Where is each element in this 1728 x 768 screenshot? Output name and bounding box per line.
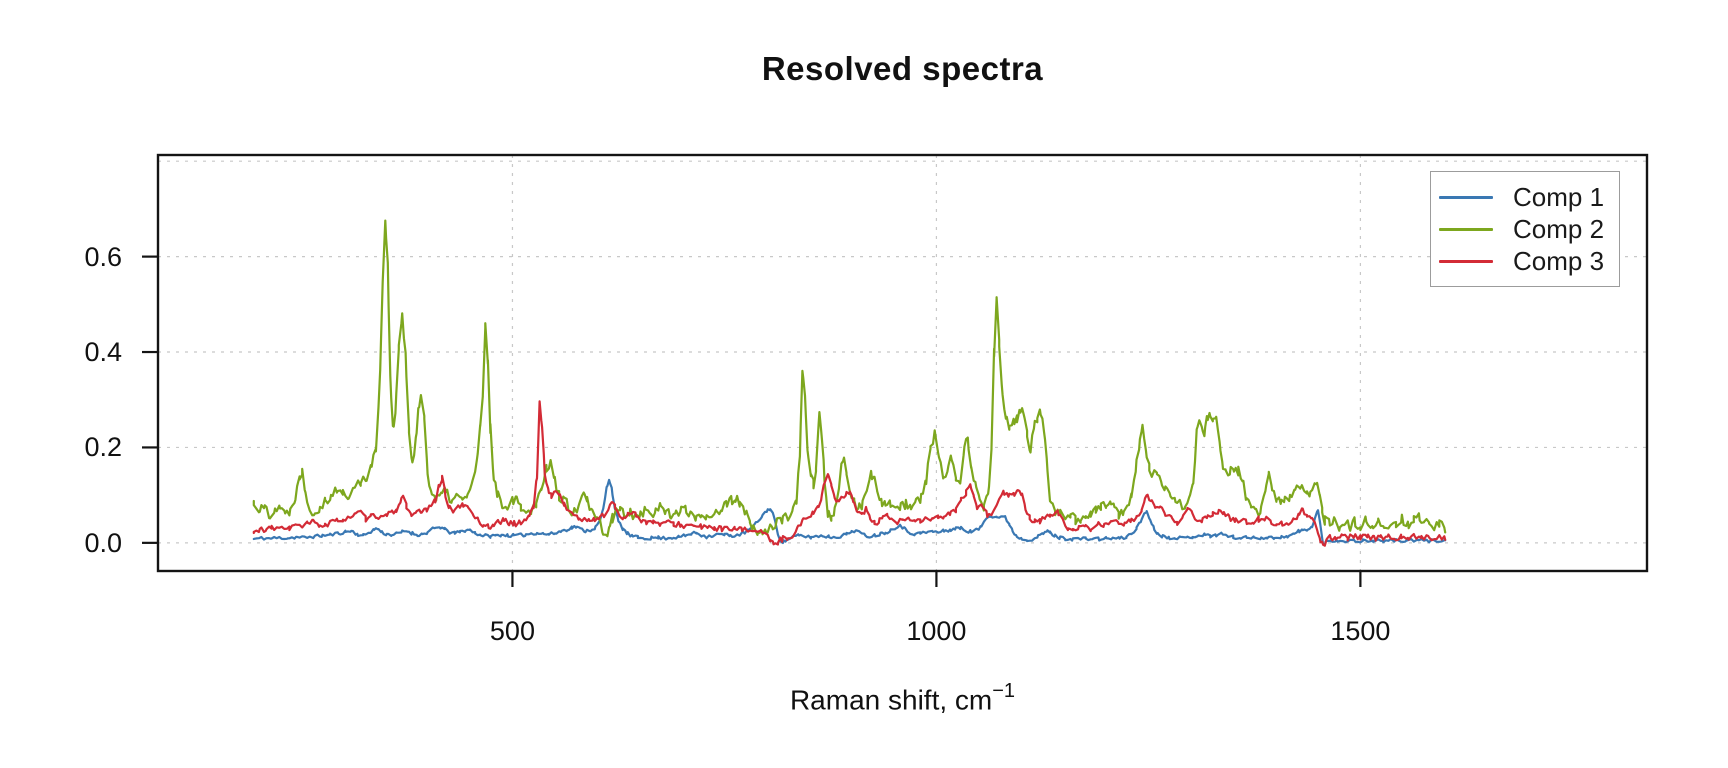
legend-label-comp2: Comp 2 <box>1513 213 1605 244</box>
legend-label-comp1: Comp 1 <box>1513 181 1605 212</box>
comp1-line-swatch <box>1439 195 1493 199</box>
series-line-comp-2 <box>252 219 1447 538</box>
comp2-line-swatch <box>1439 227 1493 231</box>
y-tick-label-0.2: 0.2 <box>84 432 122 463</box>
x-axis-title-superscript: −1 <box>992 680 1016 702</box>
x-axis-title-text: Raman shift, cm <box>789 684 993 716</box>
x-tick-label-500: 500 <box>489 616 535 646</box>
legend-label-comp3: Comp 3 <box>1513 245 1605 276</box>
series-line-comp-3 <box>252 400 1447 547</box>
y-tick-label-0.6: 0.6 <box>84 241 122 272</box>
legend-item-comp2: Comp 2 <box>1439 213 1607 245</box>
legend-box: Comp 1 Comp 2 Comp 3 <box>1430 171 1620 287</box>
y-tick-label-0.4: 0.4 <box>84 337 122 368</box>
spectra-curves <box>252 219 1447 547</box>
x-axis-title: Raman shift, cm−1 <box>158 680 1647 716</box>
plot-border <box>156 153 1649 573</box>
x-tick-label-1000: 1000 <box>906 616 967 646</box>
grid-lines <box>158 155 1647 571</box>
axis-ticks <box>142 255 1362 587</box>
chart-title: Resolved spectra <box>761 50 1044 87</box>
x-tick-label-1500: 1500 <box>1330 616 1391 646</box>
y-tick-label-0.0: 0.0 <box>84 527 122 558</box>
comp3-line-swatch <box>1439 259 1493 263</box>
legend-item-comp1: Comp 1 <box>1439 181 1607 213</box>
legend-item-comp3: Comp 3 <box>1439 245 1607 277</box>
series-line-comp-1 <box>252 478 1447 547</box>
